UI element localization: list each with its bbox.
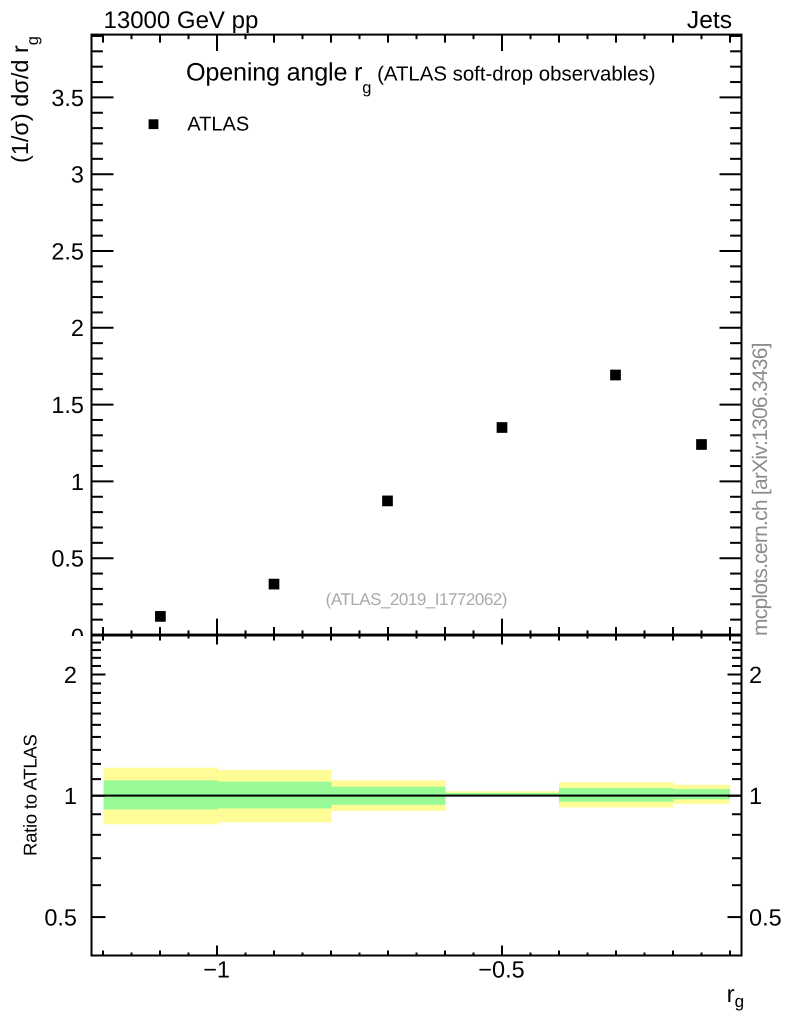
svg-text:3.5: 3.5 <box>51 85 84 111</box>
svg-text:2.5: 2.5 <box>51 238 84 264</box>
svg-text:0.5: 0.5 <box>749 905 782 931</box>
svg-text:1.5: 1.5 <box>51 392 84 418</box>
svg-text:ATLAS: ATLAS <box>187 113 249 135</box>
svg-text:1: 1 <box>71 469 84 495</box>
svg-text:(ATLAS_2019_I1772062): (ATLAS_2019_I1772062) <box>326 590 507 609</box>
svg-text:3: 3 <box>71 162 84 188</box>
svg-text:−1: −1 <box>203 957 230 983</box>
svg-text:2: 2 <box>749 662 762 688</box>
svg-text:1: 1 <box>64 783 77 809</box>
svg-text:Ratio to ATLAS: Ratio to ATLAS <box>19 734 40 856</box>
svg-text:0.5: 0.5 <box>44 905 77 931</box>
svg-text:0.5: 0.5 <box>51 546 84 572</box>
svg-text:mcplots.cern.ch [arXiv:1306.34: mcplots.cern.ch [arXiv:1306.3436] <box>749 343 772 636</box>
svg-text:13000 GeV pp: 13000 GeV pp <box>104 7 259 34</box>
svg-text:0: 0 <box>71 624 84 650</box>
svg-text:1: 1 <box>749 783 762 809</box>
svg-text:Jets: Jets <box>687 7 732 34</box>
svg-text:2: 2 <box>64 662 77 688</box>
svg-text:2: 2 <box>71 315 84 341</box>
svg-text:−0.5: −0.5 <box>478 957 524 983</box>
